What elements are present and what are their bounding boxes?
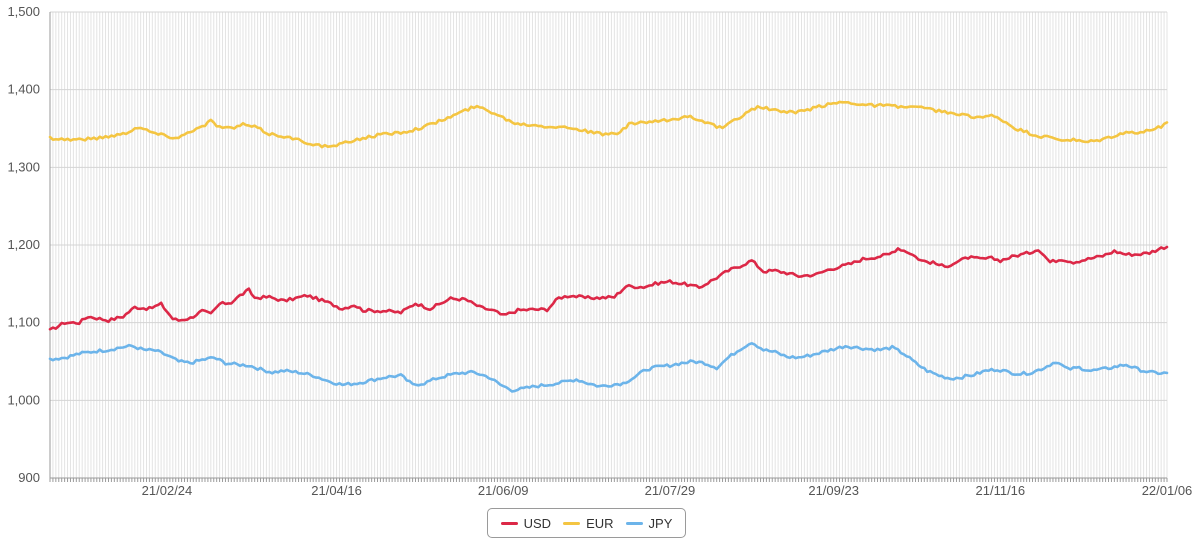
- legend-item-usd[interactable]: USD: [500, 515, 552, 531]
- legend-swatch-jpy: [625, 521, 643, 525]
- series-line-eur: [48, 100, 1169, 149]
- y-tick-label: 1,000: [7, 392, 40, 407]
- x-tick-label: 21/06/09: [478, 483, 529, 498]
- y-tick-label: 1,400: [7, 82, 40, 97]
- legend: USD EUR JPY: [487, 508, 686, 538]
- y-tick-label: 900: [18, 470, 40, 485]
- y-tick-label: 1,300: [7, 159, 40, 174]
- legend-item-jpy[interactable]: JPY: [625, 515, 673, 531]
- x-tick-label: 22/01/06: [1142, 483, 1193, 498]
- x-tick-label: 21/02/24: [142, 483, 193, 498]
- chart-series: [48, 100, 1169, 393]
- legend-label-jpy: JPY: [648, 515, 673, 531]
- x-tick-label: 21/04/16: [311, 483, 362, 498]
- series-line-usd: [48, 245, 1169, 331]
- legend-label-eur: EUR: [586, 515, 614, 531]
- chart-axes: [49, 12, 1168, 482]
- series-line-jpy: [48, 341, 1169, 393]
- legend-label-usd: USD: [523, 515, 552, 531]
- x-tick-label: 21/07/29: [645, 483, 696, 498]
- tick-labels: 900 1,000 1,100 1,200 1,300 1,400 1,500 21/02/2…: [7, 4, 1192, 498]
- legend-swatch-eur: [563, 521, 581, 525]
- legend-swatch-usd: [500, 521, 518, 525]
- y-tick-label: 1,500: [7, 4, 40, 19]
- y-tick-label: 1,200: [7, 237, 40, 252]
- x-tick-label: 21/09/23: [808, 483, 859, 498]
- legend-item-eur[interactable]: EUR: [563, 515, 614, 531]
- chart-grid: [49, 11, 1168, 479]
- x-tick-label: 21/11/16: [976, 483, 1026, 498]
- y-tick-label: 1,100: [7, 315, 40, 330]
